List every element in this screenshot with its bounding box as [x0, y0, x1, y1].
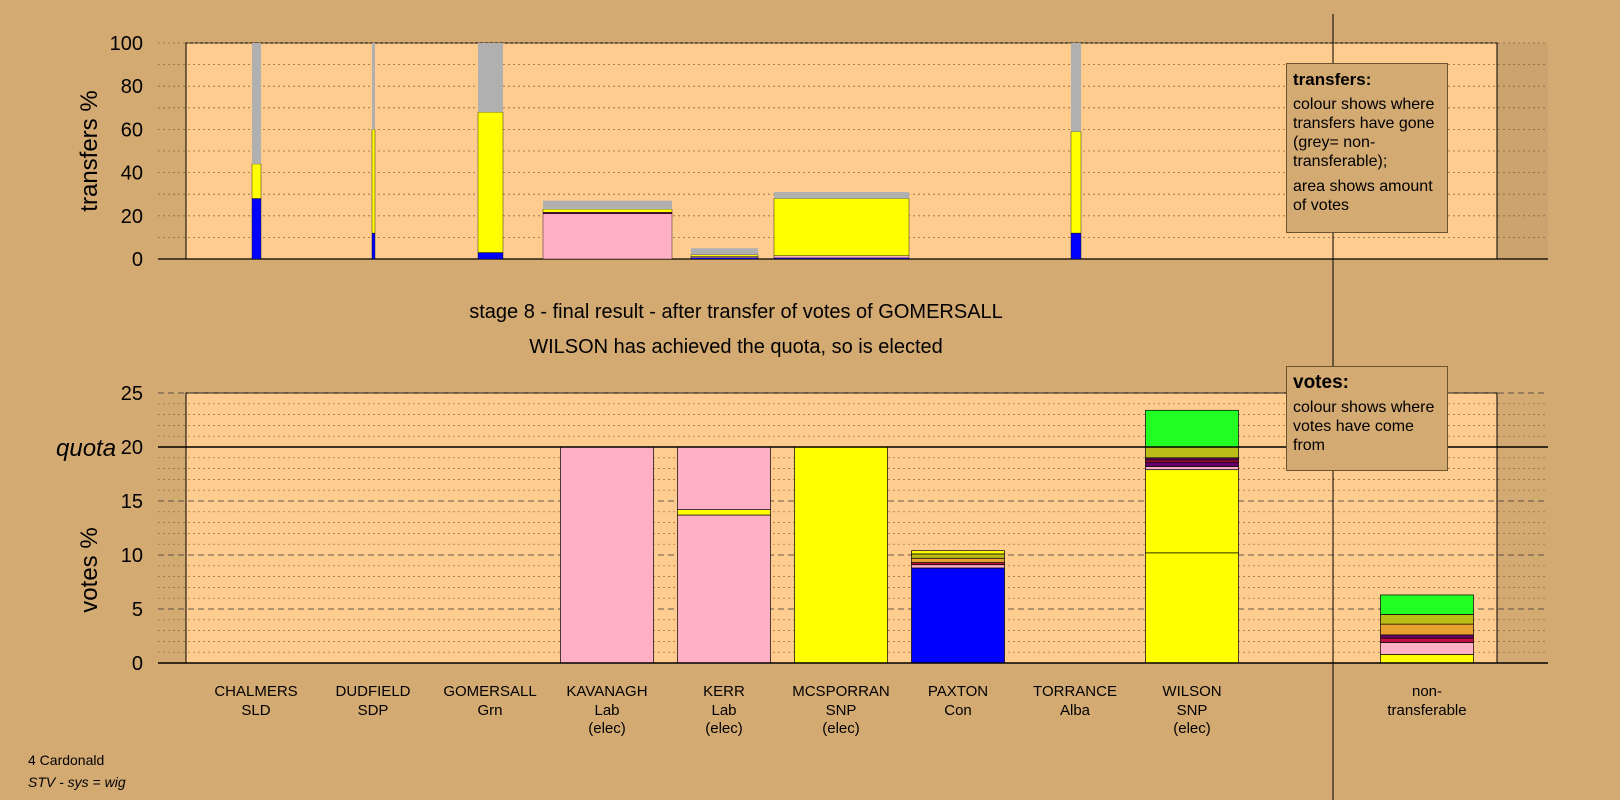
quota-label: quota [56, 435, 116, 462]
transfers-y-tick-label: 20 [121, 206, 143, 228]
candidate-name-label: KERR [703, 683, 745, 700]
votes-legend-text: colour shows where votes have come from [1293, 399, 1435, 454]
transfer-segment-chalmers [252, 43, 261, 164]
transfer-segment-dudfield [371, 129, 376, 234]
vote-segment-paxton [911, 567, 1005, 664]
transfer-segment-dudfield [372, 43, 375, 130]
candidate-name-label: TORRANCE [1033, 683, 1117, 700]
transfers-y-tick-label: 60 [121, 119, 143, 141]
candidate-name-label: WILSON [1162, 683, 1221, 700]
vote-segment-mcsporran [794, 446, 888, 664]
candidate-party-label: SNP [1177, 702, 1208, 719]
vote-segment-kerr [677, 514, 771, 664]
transfer-segment-mcsporran [773, 198, 910, 256]
vote-segment-paxton [911, 557, 1005, 563]
candidate-name-label: MCSPORRAN [792, 683, 890, 700]
transfer-segment-torrance [1070, 232, 1082, 260]
candidate-name-label: DUDFIELD [335, 683, 410, 700]
vote-segment-wilson [1145, 466, 1239, 471]
votes-y-tick-label: 15 [121, 491, 143, 513]
transfer-segment-gomersall [478, 43, 503, 113]
transfer-segment-chalmers [251, 198, 262, 260]
vote-segment-non-transferable [1380, 634, 1474, 639]
candidate-name-label: PAXTON [928, 683, 988, 700]
vote-segment-non-transferable [1380, 594, 1474, 615]
non-transferable-label: non- [1412, 683, 1442, 700]
candidate-party-label: SNP [826, 702, 857, 719]
votes-y-tick-label: 25 [121, 383, 143, 405]
vote-segment-kerr [677, 446, 771, 510]
stage-subtitle: WILSON has achieved the quota, so is ele… [529, 336, 943, 358]
transfer-segment-kavanagh [543, 200, 672, 210]
ward-name: 4 Cardonald [28, 752, 105, 768]
vote-segment-non-transferable [1380, 642, 1474, 655]
candidate-name-label: CHALMERS [214, 683, 297, 700]
transfer-segment-dudfield [371, 232, 376, 260]
vote-segment-wilson [1145, 461, 1239, 467]
vote-segment-wilson [1145, 469, 1239, 554]
transfers-y-axis-label: transfers % [76, 90, 103, 211]
candidate-party-label: Alba [1060, 702, 1091, 719]
candidate-party-label: Con [944, 702, 972, 719]
transfer-segment-mcsporran [773, 255, 910, 259]
votes-y-tick-label: 5 [132, 599, 143, 621]
transfers-y-tick-label: 80 [121, 76, 143, 98]
candidate-party-label: Lab [711, 702, 736, 719]
vote-segment-non-transferable [1380, 614, 1474, 625]
transfer-segment-mcsporran [774, 192, 909, 199]
transfer-segment-gomersall [477, 111, 504, 253]
vote-segment-kavanagh [560, 446, 654, 664]
candidate-name-label: KAVANAGH [566, 683, 647, 700]
candidate-party-label: Lab [594, 702, 619, 719]
candidate-elected-label: (elec) [1173, 720, 1211, 737]
candidate-elected-label: (elec) [705, 720, 743, 737]
candidate-party-label: SLD [241, 702, 270, 719]
transfers-y-tick-label: 100 [110, 33, 143, 55]
votes-y-tick-label: 0 [132, 653, 143, 675]
transfer-segment-kerr [690, 254, 759, 257]
transfer-segment-kavanagh [542, 213, 673, 260]
stage-title: stage 8 - final result - after transfer … [469, 301, 1003, 323]
votes-y-axis-label: votes % [76, 527, 103, 612]
transfer-segment-kavanagh [542, 209, 673, 213]
candidate-elected-label: (elec) [588, 720, 626, 737]
transfers-legend-text-2: area shows amount of votes [1293, 178, 1433, 214]
candidate-party-label: SDP [358, 702, 389, 719]
votes-y-tick-label: 10 [121, 545, 143, 567]
transfer-segment-gomersall [477, 252, 504, 260]
transfers-legend-title: transfers: [1293, 70, 1372, 89]
vote-segment-non-transferable [1380, 637, 1474, 643]
non-transferable-label: transferable [1387, 702, 1466, 719]
vote-segment-paxton [911, 550, 1005, 555]
transfer-segment-chalmers [251, 163, 262, 199]
vote-segment-non-transferable [1380, 623, 1474, 636]
votes-legend-title: votes: [1293, 372, 1349, 393]
voting-system: STV - sys = wig [28, 774, 126, 790]
vote-segment-wilson [1145, 552, 1239, 664]
vote-segment-non-transferable [1380, 654, 1474, 664]
transfer-segment-torrance [1070, 131, 1082, 234]
vote-segment-paxton [911, 564, 1005, 569]
vote-segment-wilson [1145, 446, 1239, 459]
transfers-legend-text-1: colour shows where transfers have gone (… [1293, 96, 1435, 170]
vote-segment-kerr [677, 509, 771, 516]
transfers-chart: 0 20 40 60 80 100 transfers % [76, 33, 1548, 271]
transfers-y-tick-label: 40 [121, 163, 143, 185]
right-margin-shade [1497, 43, 1548, 259]
transfers-y-tick-label: 0 [132, 249, 143, 271]
candidate-party-label: Grn [477, 702, 502, 719]
votes-y-tick-label: 20 [121, 437, 143, 459]
candidate-name-label: GOMERSALL [443, 683, 536, 700]
transfer-segment-torrance [1071, 43, 1081, 132]
transfer-segment-kerr [691, 248, 758, 255]
vote-segment-wilson [1145, 409, 1239, 448]
candidate-elected-label: (elec) [822, 720, 860, 737]
vote-segment-paxton [911, 553, 1005, 559]
votes-legend: votes: colour shows where votes have com… [1286, 366, 1448, 471]
transfers-legend: transfers: colour shows where transfers … [1286, 63, 1448, 233]
